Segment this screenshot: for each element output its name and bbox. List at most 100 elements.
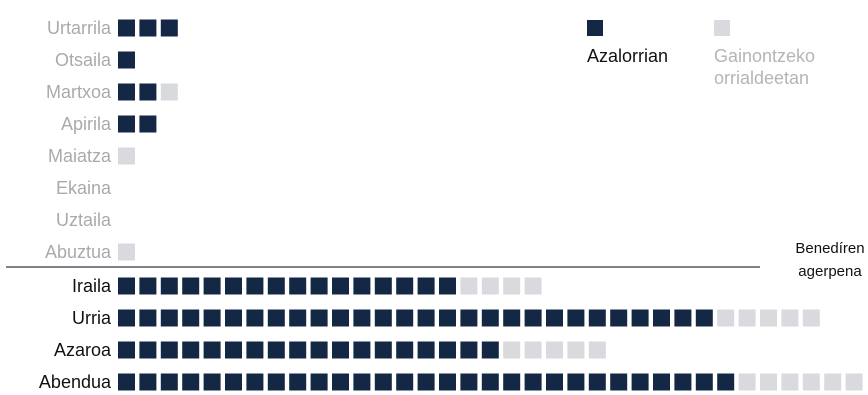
unit-square-azalorrian-urria <box>503 309 521 327</box>
unit-square-azalorrian-martxoa <box>118 83 135 101</box>
unit-square-azalorrian-abendua <box>289 373 307 391</box>
month-label-uztaila: Uztaila <box>56 210 112 230</box>
unit-square-azalorrian-abendua <box>653 373 670 391</box>
unit-square-azalorrian-urria <box>374 309 392 327</box>
unit-square-azalorrian-abendua <box>203 373 221 391</box>
unit-square-azalorrian-abendua <box>503 373 521 391</box>
unit-square-azalorrian-abendua <box>396 373 414 391</box>
unit-square-azalorrian-iraila <box>417 277 435 295</box>
unit-square-azalorrian-urria <box>160 309 178 327</box>
unit-square-azalorrian-iraila <box>118 277 135 295</box>
unit-square-azalorrian-abendua <box>246 373 264 391</box>
unit-square-azalorrian-iraila <box>246 277 264 295</box>
unit-square-gainontzeko-urria <box>717 309 735 327</box>
unit-square-azalorrian-urria <box>417 309 435 327</box>
unit-square-gainontzeko-maiatza <box>118 147 135 165</box>
unit-square-azalorrian-urria <box>225 309 242 327</box>
unit-square-azalorrian-abendua <box>588 373 606 391</box>
unit-square-azalorrian-urria <box>610 309 628 327</box>
unit-square-azalorrian-iraila <box>439 277 456 295</box>
unit-square-azalorrian-iraila <box>139 277 157 295</box>
unit-square-gainontzeko-martxoa <box>160 83 178 101</box>
unit-square-azalorrian-azaroa <box>374 341 392 359</box>
month-label-otsaila: Otsaila <box>55 50 112 70</box>
annotation-line-1: Benedíren <box>795 240 864 257</box>
unit-square-azalorrian-azaroa <box>439 341 456 359</box>
unit-square-azalorrian-abendua <box>160 373 178 391</box>
unit-square-azalorrian-azaroa <box>396 341 414 359</box>
unit-square-azalorrian-urria <box>203 309 221 327</box>
unit-square-gainontzeko-urria <box>802 309 820 327</box>
unit-square-azalorrian-azaroa <box>160 341 178 359</box>
unit-square-azalorrian-azaroa <box>310 341 328 359</box>
unit-square-gainontzeko-abendua <box>802 373 820 391</box>
unit-square-azalorrian-urria <box>310 309 328 327</box>
unit-square-azalorrian-iraila <box>332 277 349 295</box>
annotation-line-2: agerpena <box>798 263 862 280</box>
unit-square-azalorrian-iraila <box>182 277 200 295</box>
unit-square-azalorrian-urria <box>695 309 713 327</box>
month-label-iraila: Iraila <box>72 276 112 296</box>
unit-square-azalorrian-abendua <box>417 373 435 391</box>
unit-square-azalorrian-iraila <box>374 277 392 295</box>
unit-squares <box>118 19 863 391</box>
unit-square-azalorrian-abendua <box>310 373 328 391</box>
month-label-apirila: Apirila <box>61 114 112 134</box>
unit-square-gainontzeko-abendua <box>824 373 842 391</box>
unit-square-azalorrian-urria <box>674 309 692 327</box>
unit-square-azalorrian-urria <box>396 309 414 327</box>
unit-square-azalorrian-abendua <box>631 373 649 391</box>
unit-square-azalorrian-urria <box>289 309 307 327</box>
month-label-ekaina: Ekaina <box>56 178 112 198</box>
unit-square-azalorrian-urtarrila <box>118 19 135 37</box>
unit-square-azalorrian-azaroa <box>225 341 242 359</box>
month-label-azaroa: Azaroa <box>54 340 112 360</box>
unit-square-gainontzeko-abendua <box>760 373 777 391</box>
unit-square-gainontzeko-iraila <box>481 277 499 295</box>
unit-square-azalorrian-urria <box>481 309 499 327</box>
unit-square-azalorrian-abendua <box>225 373 242 391</box>
month-labels: Urtarrila Otsaila Martxoa Apirila Maiatza Eka… <box>39 18 112 392</box>
unit-square-azalorrian-abendua <box>439 373 456 391</box>
unit-square-azalorrian-azaroa <box>139 341 157 359</box>
unit-square-azalorrian-azaroa <box>289 341 307 359</box>
unit-square-azalorrian-urria <box>460 309 478 327</box>
unit-square-azalorrian-urria <box>524 309 542 327</box>
unit-square-azalorrian-azaroa <box>118 341 135 359</box>
unit-square-azalorrian-abendua <box>332 373 349 391</box>
legend-swatch-azalorrian <box>587 20 603 36</box>
legend-label-azalorrian: Azalorrian <box>587 46 668 66</box>
unit-square-azalorrian-azaroa <box>353 341 371 359</box>
unit-square-azalorrian-abendua <box>182 373 200 391</box>
unit-square-azalorrian-iraila <box>310 277 328 295</box>
unit-square-azalorrian-azaroa <box>417 341 435 359</box>
unit-square-azalorrian-abendua <box>524 373 542 391</box>
unit-square-azalorrian-abendua <box>717 373 735 391</box>
unit-square-gainontzeko-abendua <box>781 373 799 391</box>
unit-square-gainontzeko-iraila <box>460 277 478 295</box>
unit-square-gainontzeko-azaroa <box>503 341 521 359</box>
unit-square-azalorrian-urtarrila <box>160 19 178 37</box>
unit-square-gainontzeko-urria <box>760 309 777 327</box>
unit-square-azalorrian-azaroa <box>246 341 264 359</box>
unit-square-gainontzeko-abuztua <box>118 243 135 261</box>
unit-square-azalorrian-azaroa <box>481 341 499 359</box>
unit-square-azalorrian-abendua <box>674 373 692 391</box>
unit-square-azalorrian-urria <box>246 309 264 327</box>
legend: Azalorrian Gainontzeko orrialdeetan <box>587 20 815 88</box>
unit-square-azalorrian-urria <box>631 309 649 327</box>
unit-square-gainontzeko-azaroa <box>524 341 542 359</box>
event-annotation: Benedíren agerpena <box>795 240 864 280</box>
unit-square-azalorrian-urria <box>353 309 371 327</box>
unit-square-azalorrian-abendua <box>374 373 392 391</box>
unit-square-azalorrian-iraila <box>160 277 178 295</box>
unit-square-azalorrian-apirila <box>139 115 157 133</box>
unit-square-azalorrian-abendua <box>481 373 499 391</box>
unit-square-azalorrian-abendua <box>610 373 628 391</box>
unit-square-azalorrian-abendua <box>139 373 157 391</box>
unit-square-azalorrian-urria <box>653 309 670 327</box>
unit-square-gainontzeko-abendua <box>738 373 756 391</box>
unit-square-azalorrian-abendua <box>118 373 135 391</box>
unit-square-gainontzeko-urria <box>781 309 799 327</box>
